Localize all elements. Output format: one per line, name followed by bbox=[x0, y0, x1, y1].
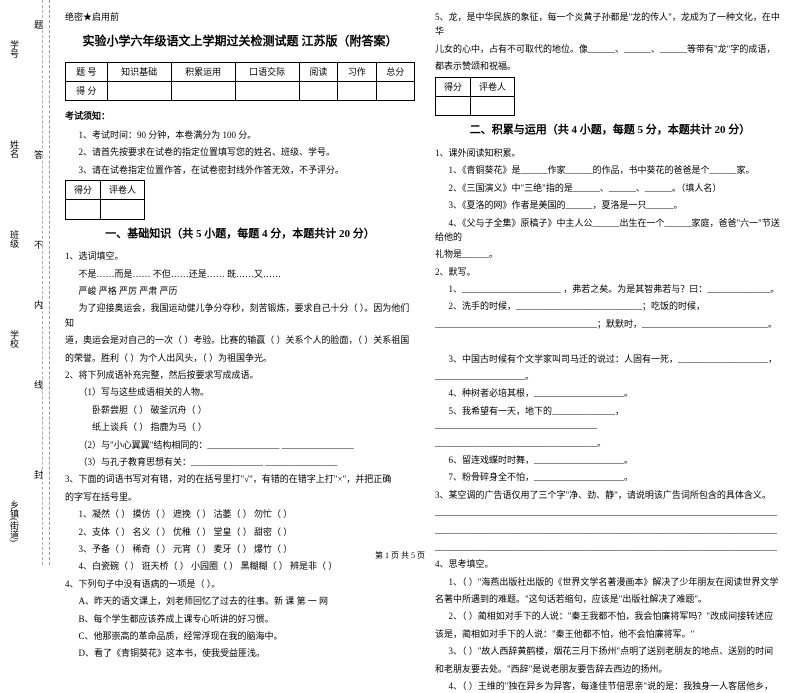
table-row: 得 分 bbox=[66, 81, 415, 100]
q4-line: C、他那崇高的革命品质，经常浮现在我的脑海中。 bbox=[65, 629, 415, 643]
q3-line: 2、支体（ ） 名义（ ） 优稚（ ） 堂皇（ ） 甜密（ ） bbox=[65, 525, 415, 539]
q2-line: （3）与孔子教育思想有关：________________ __________… bbox=[65, 455, 415, 469]
r2-line: 7、粉骨碎身全不怕，____________________。 bbox=[435, 470, 785, 484]
q1-line: 道，奥运会是对自己的一次（ ）考验。比赛的输赢（ ）关系个人的脸面，（ ）关系祖… bbox=[65, 333, 415, 347]
th: 阅读 bbox=[299, 62, 337, 81]
q2-line: 纸上谈兵（ ） 指鹿为马（ ） bbox=[65, 420, 415, 434]
r2-line: 4、种树者必培其根，____________________。 bbox=[435, 386, 785, 400]
r3-line: ________________________________________… bbox=[435, 523, 785, 537]
q3-line: 1、凝然（ ） 摸仿（ ） 遮挽（ ） 沽萎（ ） 勿忙（ ） bbox=[65, 507, 415, 521]
q2-line: （1）写与这些成语相关的人物。 bbox=[65, 385, 415, 399]
q2-line: （2）与"小心翼翼"结构相同的：________________ _______… bbox=[65, 438, 415, 452]
page-footer: 第 1 页 共 5 页 bbox=[0, 550, 800, 561]
q3-line: 4、白瓷碗（ ） 诳天桥（ ） 小园圈（ ） 黑糊糊（ ） 辨是非（ ） bbox=[65, 559, 415, 573]
r2-line: ____________________________________。 bbox=[435, 436, 785, 450]
r2-line: 3、中国古时候有个文学家叫司马迁的说过：人固有一死，______________… bbox=[435, 352, 785, 366]
r1-line: 礼物是______。 bbox=[435, 247, 785, 261]
grader-cell: 评卷人 bbox=[101, 180, 145, 199]
grader-cell: 评卷人 bbox=[471, 77, 515, 96]
grader-cell: 得分 bbox=[66, 180, 101, 199]
secret-label: 绝密★启用前 bbox=[65, 10, 415, 24]
right-column: 5、龙，是中华民族的象征，每一个炎黄子孙都是"龙的传人"，龙成为了一种文化，在中… bbox=[435, 10, 785, 555]
r2-line: 6、留连戏蝶时时舞，____________________。 bbox=[435, 453, 785, 467]
th: 口语交际 bbox=[235, 62, 299, 81]
r1-line: 2、《三国演义》中"三绝"指的是______、______、______。（填人… bbox=[435, 181, 785, 195]
q3-line: 的字写在括号里。 bbox=[65, 490, 415, 504]
r3-head: 3、某空调的广告语仅用了三个字"净、劲、静"，请说明该广告词所包含的具体含义。 bbox=[435, 488, 785, 502]
r1-line: 3、《夏洛的网》作者是美国的______，夏洛是一只______。 bbox=[435, 198, 785, 212]
q1-line: 的荣誉。胜利（ ）为个人出风头，（ ）为祖国争光。 bbox=[65, 351, 415, 365]
grader-table: 得分评卷人 bbox=[435, 77, 515, 117]
notice-item: 1、考试时间：90 分钟，本卷满分为 100 分。 bbox=[65, 128, 415, 142]
r4-line: 2、（ ）蔺相如对手下的人说："秦王我都不怕，我会怕廉将军吗？"改成间接转述应 bbox=[435, 609, 785, 623]
section1-title: 一、基础知识（共 5 小题，每题 4 分，本题共计 20 分） bbox=[65, 226, 415, 244]
notice-title: 考试须知： bbox=[65, 109, 415, 123]
grader-cell: 得分 bbox=[436, 77, 471, 96]
section2-title: 二、积累与运用（共 4 小题，每题 5 分，本题共计 20 分） bbox=[435, 122, 785, 140]
seal-char: 不 bbox=[32, 240, 45, 249]
th: 题 号 bbox=[66, 62, 108, 81]
q4-head: 4、下列句子中没有语病的一项是（ ）。 bbox=[65, 577, 415, 591]
q1-line: 为了迎接奥运会，我国运动健儿争分夺秒，刻苦锻炼，要求自己十分（ ）。因为他们知 bbox=[65, 301, 415, 330]
q1-line: 严峻 严格 严厉 严肃 严历 bbox=[65, 284, 415, 298]
binding-margin: 学号 姓名 班级 学校 乡镇(街道) 题 答 不 内 线 封 bbox=[0, 0, 50, 565]
score-table: 题 号 知识基础 积累运用 口语交际 阅读 习作 总分 得 分 bbox=[65, 62, 415, 102]
r4-line: 1、（ ）"海燕出版社出版的《世界文学名著漫画本》解决了少年朋友在阅读世界文学 bbox=[435, 575, 785, 589]
r1-head: 1、课外阅读知积累。 bbox=[435, 146, 785, 160]
margin-label-town: 乡镇(街道) bbox=[8, 500, 21, 542]
main-content: 绝密★启用前 实验小学六年级语文上学期过关检测试题 江苏版（附答案） 题 号 知… bbox=[50, 0, 800, 565]
table-row: 题 号 知识基础 积累运用 口语交际 阅读 习作 总分 bbox=[66, 62, 415, 81]
q2-line: 卧薪尝胆（ ） 破釜沉舟（ ） bbox=[65, 403, 415, 417]
r4-line: 3、（ ）"故人西辞黄鹤楼，烟花三月下扬州"点明了送别老朋友的地点、送别的时间 bbox=[435, 644, 785, 658]
q1-line: 不是……而是…… 不但……还是…… 既……又…… bbox=[65, 267, 415, 281]
margin-label-name: 姓名 bbox=[8, 140, 21, 158]
seal-char: 封 bbox=[32, 470, 45, 479]
margin-label-xuehao: 学号 bbox=[8, 40, 21, 58]
q3-head: 3、下面的词语书写对有错，对的在括号里打"√"，有错的在错字上打"×"，并把正确 bbox=[65, 472, 415, 486]
r2-line: 5、我希望有一天，地下的______________，_____________… bbox=[435, 404, 785, 433]
q5-line: 5、龙，是中华民族的象征，每一个炎黄子孙都是"龙的传人"，龙成为了一种文化，在中… bbox=[435, 10, 785, 39]
th: 总分 bbox=[376, 62, 414, 81]
seal-char: 题 bbox=[32, 20, 45, 29]
th: 积累运用 bbox=[171, 62, 235, 81]
row-label: 得 分 bbox=[66, 81, 108, 100]
notice-item: 3、请在试卷指定位置作答，在试卷密封线外作答无效，不予评分。 bbox=[65, 163, 415, 177]
q5-line: 儿女的心中，占有不可取代的地位。像______、______、______等带有… bbox=[435, 42, 785, 56]
r2-line: 2、洗手的时候，____________________________；吃饭的… bbox=[435, 299, 785, 313]
th: 习作 bbox=[338, 62, 376, 81]
r4-line: 和老朋友要去处。"西辞"是说老朋友要告辞去西边的扬州。 bbox=[435, 662, 785, 676]
q2-head: 2、将下列成语补充完整，然后按要求写成成语。 bbox=[65, 368, 415, 382]
r2-head: 2、默写。 bbox=[435, 265, 785, 279]
exam-title: 实验小学六年级语文上学期过关检测试题 江苏版（附答案） bbox=[65, 32, 415, 51]
seal-char: 线 bbox=[32, 380, 45, 389]
grader-table: 得分评卷人 bbox=[65, 180, 145, 220]
r2-line: 1、______________________ ，弗若之矣。为是其智弗若与？曰… bbox=[435, 282, 785, 296]
margin-label-class: 班级 bbox=[8, 230, 21, 248]
notice-item: 2、请首先按要求在试卷的指定位置填写您的姓名、班级、学号。 bbox=[65, 145, 415, 159]
q1-head: 1、选词填空。 bbox=[65, 249, 415, 263]
q4-line: A、昨天的语文课上，刘老师回忆了过去的往事。新 课 第 一 网 bbox=[65, 594, 415, 608]
r4-line: 名著中所遇到的难题。"这句话若缩句，应该是"出版社解决了难题"。 bbox=[435, 592, 785, 606]
margin-label-school: 学校 bbox=[8, 330, 21, 348]
seal-char: 答 bbox=[32, 150, 45, 159]
q5-line: 都表示赞颂和祝福。 bbox=[435, 59, 785, 73]
q4-line: D、看了《青铜葵花》这本书，使我受益匪浅。 bbox=[65, 646, 415, 660]
r4-line: 4、（ ）王维的"独在异乡为异客，每逢佳节倍思亲"说的是：我独身一人客居他乡， bbox=[435, 679, 785, 693]
r2-line: ____________________。 bbox=[435, 369, 785, 383]
r3-line: ________________________________________… bbox=[435, 505, 785, 519]
r1-line: 1、《青铜葵花》是______作家______的作品，书中葵花的爸爸是个____… bbox=[435, 163, 785, 177]
left-column: 绝密★启用前 实验小学六年级语文上学期过关检测试题 江苏版（附答案） 题 号 知… bbox=[65, 10, 415, 555]
r2-line: ____________________________________；默默时… bbox=[435, 317, 785, 331]
th: 知识基础 bbox=[107, 62, 171, 81]
seal-char: 内 bbox=[32, 300, 45, 309]
r4-line: 该是，蔺相如对手下的人说："秦王他都不怕，他不会怕廉将军。" bbox=[435, 627, 785, 641]
r1-line: 4、《父与子全集》原稿子》中主人公______出生在一个______家庭，爸爸"… bbox=[435, 216, 785, 245]
q4-line: B、每个学生都应该养成上课专心听讲的好习惯。 bbox=[65, 612, 415, 626]
